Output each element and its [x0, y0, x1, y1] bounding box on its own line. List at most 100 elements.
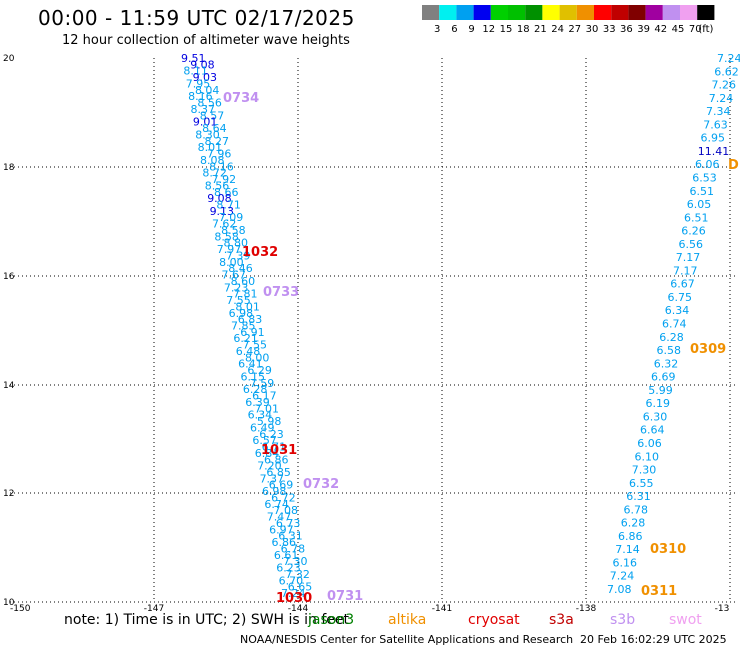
wave-height-value: 9.03	[193, 71, 218, 84]
color-scale-swatch	[662, 5, 680, 20]
wave-height-value: 9.08	[190, 58, 215, 71]
track-pass-label: 0734	[223, 91, 259, 106]
y-tick-label: 14	[3, 381, 15, 391]
color-scale-swatch	[456, 5, 474, 20]
wave-height-value: 6.86	[618, 530, 643, 543]
color-scale-swatch	[490, 5, 508, 20]
wave-height-value: 6.62	[714, 65, 739, 78]
wave-height-value: 6.05	[687, 198, 712, 211]
x-tick-label: -144	[288, 604, 309, 614]
wave-height-value: 6.31	[626, 490, 651, 503]
legend-row: note: 1) Time is in UTC; 2) SWH is in fe…	[0, 612, 740, 632]
wave-height-value: 6.41	[238, 358, 263, 371]
wave-height-value: 7.17	[673, 264, 698, 277]
wave-height-value: 6.39	[245, 396, 269, 409]
wave-height-value: 7.23	[224, 281, 249, 294]
wave-height-value: 6.74	[662, 318, 687, 331]
wave-height-value: 6.86	[271, 536, 296, 549]
color-scale: 3 6 9 12 15 18 21 24 27 30 33 36 39 42 45 70(ft)	[422, 5, 715, 35]
wave-height-value: 8.00	[219, 256, 244, 269]
color-scale-swatch	[525, 5, 543, 20]
color-scale-label: 6	[451, 24, 457, 35]
wave-height-value: 6.15	[241, 370, 266, 383]
wave-height-value: 6.78	[624, 503, 649, 516]
wave-height-value: 8.56	[197, 97, 222, 110]
wave-height-value: 6.48	[236, 345, 261, 358]
wave-height-value: 9.08	[207, 192, 232, 205]
wave-height-value: 6.69	[651, 371, 676, 384]
wave-height-value: 6.83	[238, 313, 262, 326]
color-scale-swatch	[680, 5, 698, 20]
wave-height-value: 8.64	[202, 122, 227, 135]
wave-height-value: 6.10	[635, 450, 660, 463]
color-scale-label: 12	[482, 24, 495, 35]
wave-height-value: 6.28	[243, 383, 268, 396]
wave-height-value: 7.63	[703, 118, 728, 131]
wave-height-value: 8.58	[214, 230, 239, 243]
x-tick-label: -13	[715, 604, 730, 614]
wave-height-value: 7.24	[717, 52, 740, 65]
x-tick-label: -147	[144, 604, 164, 614]
wave-height-value: 7.34	[706, 105, 731, 118]
y-tick-label: 12	[3, 489, 14, 499]
wave-height-value: 7.67	[221, 269, 246, 282]
color-scale-swatch	[473, 5, 491, 20]
color-scale-swatch	[559, 5, 577, 20]
wave-height-value: 7.30	[283, 555, 308, 568]
color-scale-swatch	[594, 5, 612, 20]
track-pass-label: 0309	[690, 342, 726, 357]
wave-height-value: 6.74	[264, 498, 289, 511]
wave-height-value: 6.58	[657, 344, 682, 357]
track-pass-label: 0731	[327, 589, 363, 604]
wave-height-value: 6.06	[695, 158, 720, 171]
track-pass-label: D	[728, 158, 739, 173]
wave-height-value: 6.51	[684, 211, 709, 224]
wave-height-value: 8.57	[200, 109, 225, 122]
track-pass-label: 0733	[263, 285, 299, 300]
wave-height-value: 6.06	[637, 437, 662, 450]
legend-note: note: 1) Time is in UTC; 2) SWH is in fe…	[64, 612, 350, 628]
x-tick-label: -138	[576, 604, 597, 614]
wave-height-value: 8.46	[228, 262, 253, 275]
wave-height-value: 6.65	[288, 581, 313, 594]
wave-height-value: 6.98	[262, 485, 287, 498]
wave-height-value: 6.95	[701, 132, 726, 145]
wave-height-value: 6.78	[281, 542, 306, 555]
wave-height-value: 7.08	[274, 504, 299, 517]
color-scale-label: 30	[586, 24, 599, 35]
wave-height-value: 7.62	[212, 218, 237, 231]
wave-height-value: 8.71	[216, 198, 241, 211]
wave-height-value: 6.86	[264, 453, 289, 466]
color-scale-swatch	[422, 5, 440, 20]
wave-height-value: 9.51	[181, 52, 206, 65]
color-scale-swatch	[611, 5, 629, 20]
wave-height-value: 7.20	[257, 460, 282, 473]
color-scale-label: 39	[637, 24, 650, 35]
x-tick-label: -141	[432, 604, 452, 614]
wave-height-value: 7.14	[615, 543, 640, 556]
wave-height-value: 6.34	[665, 304, 690, 317]
track-pass-label: 1032	[242, 245, 278, 260]
color-scale-swatch	[542, 5, 560, 20]
wave-height-value: 6.98	[229, 307, 254, 320]
wave-height-value: 7.92	[212, 173, 237, 186]
wave-height-value: 6.53	[692, 171, 717, 184]
wave-height-value: 6.64	[640, 424, 665, 437]
wave-height-value: 9.01	[193, 116, 218, 129]
wave-height-value: 6.67	[670, 278, 695, 291]
wave-height-value: 6.51	[690, 185, 715, 198]
wave-height-value: 8.16	[209, 160, 234, 173]
wave-height-value: 7.55	[243, 339, 267, 352]
wave-height-value: 7.37	[260, 472, 285, 485]
wave-height-value: 8.01	[198, 141, 223, 154]
wave-height-value: 9.13	[210, 205, 235, 218]
wave-height-value: 6.57	[252, 434, 277, 447]
color-scale-label: 27	[568, 24, 581, 35]
wave-height-value: 6.84	[255, 447, 279, 460]
wave-height-value: 6.23	[276, 562, 301, 575]
legend-mission-altika: altika	[388, 612, 427, 628]
wave-height-value: 7.85	[231, 320, 256, 333]
footer-credit: NOAA/NESDIS Center for Satellite Applica…	[240, 633, 574, 646]
wave-height-value: 7.32	[285, 568, 310, 581]
